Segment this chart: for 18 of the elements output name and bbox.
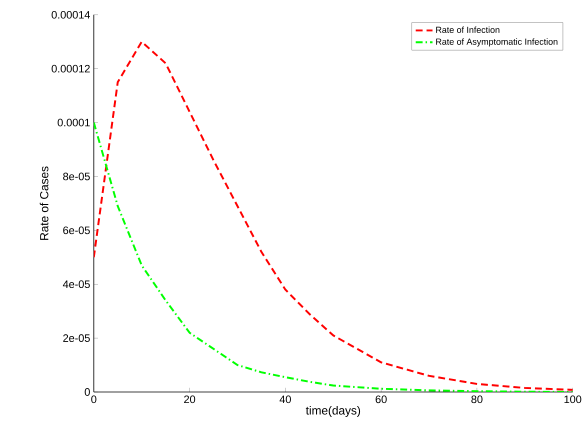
legend-label: Rate of Asymptomatic Infection (436, 38, 558, 46)
legend-label: Rate of Infection (436, 26, 500, 33)
x-tick-label: 40 (280, 395, 291, 403)
x-tick-label: 20 (184, 395, 196, 403)
y-tick-label: 0 (84, 388, 90, 396)
y-tick-label: 0.00014 (52, 10, 90, 18)
y-tick-label: 0.00012 (52, 64, 90, 72)
x-tick-label: 0 (91, 395, 96, 403)
y-tick-label: 6e-05 (63, 226, 90, 234)
x-tick-label: 60 (376, 395, 387, 403)
x-tick-label: 100 (564, 395, 582, 403)
y-tick-label: 0.0001 (58, 118, 90, 126)
y-tick-label: 8e-05 (63, 172, 90, 180)
x-tick-label: 80 (471, 395, 483, 403)
y-tick-label: 4e-05 (62, 280, 90, 288)
y-axis-title: Rate of Cases (40, 166, 48, 240)
x-axis-title: time(days) (306, 406, 360, 417)
y-tick-label: 2e-05 (63, 334, 90, 342)
